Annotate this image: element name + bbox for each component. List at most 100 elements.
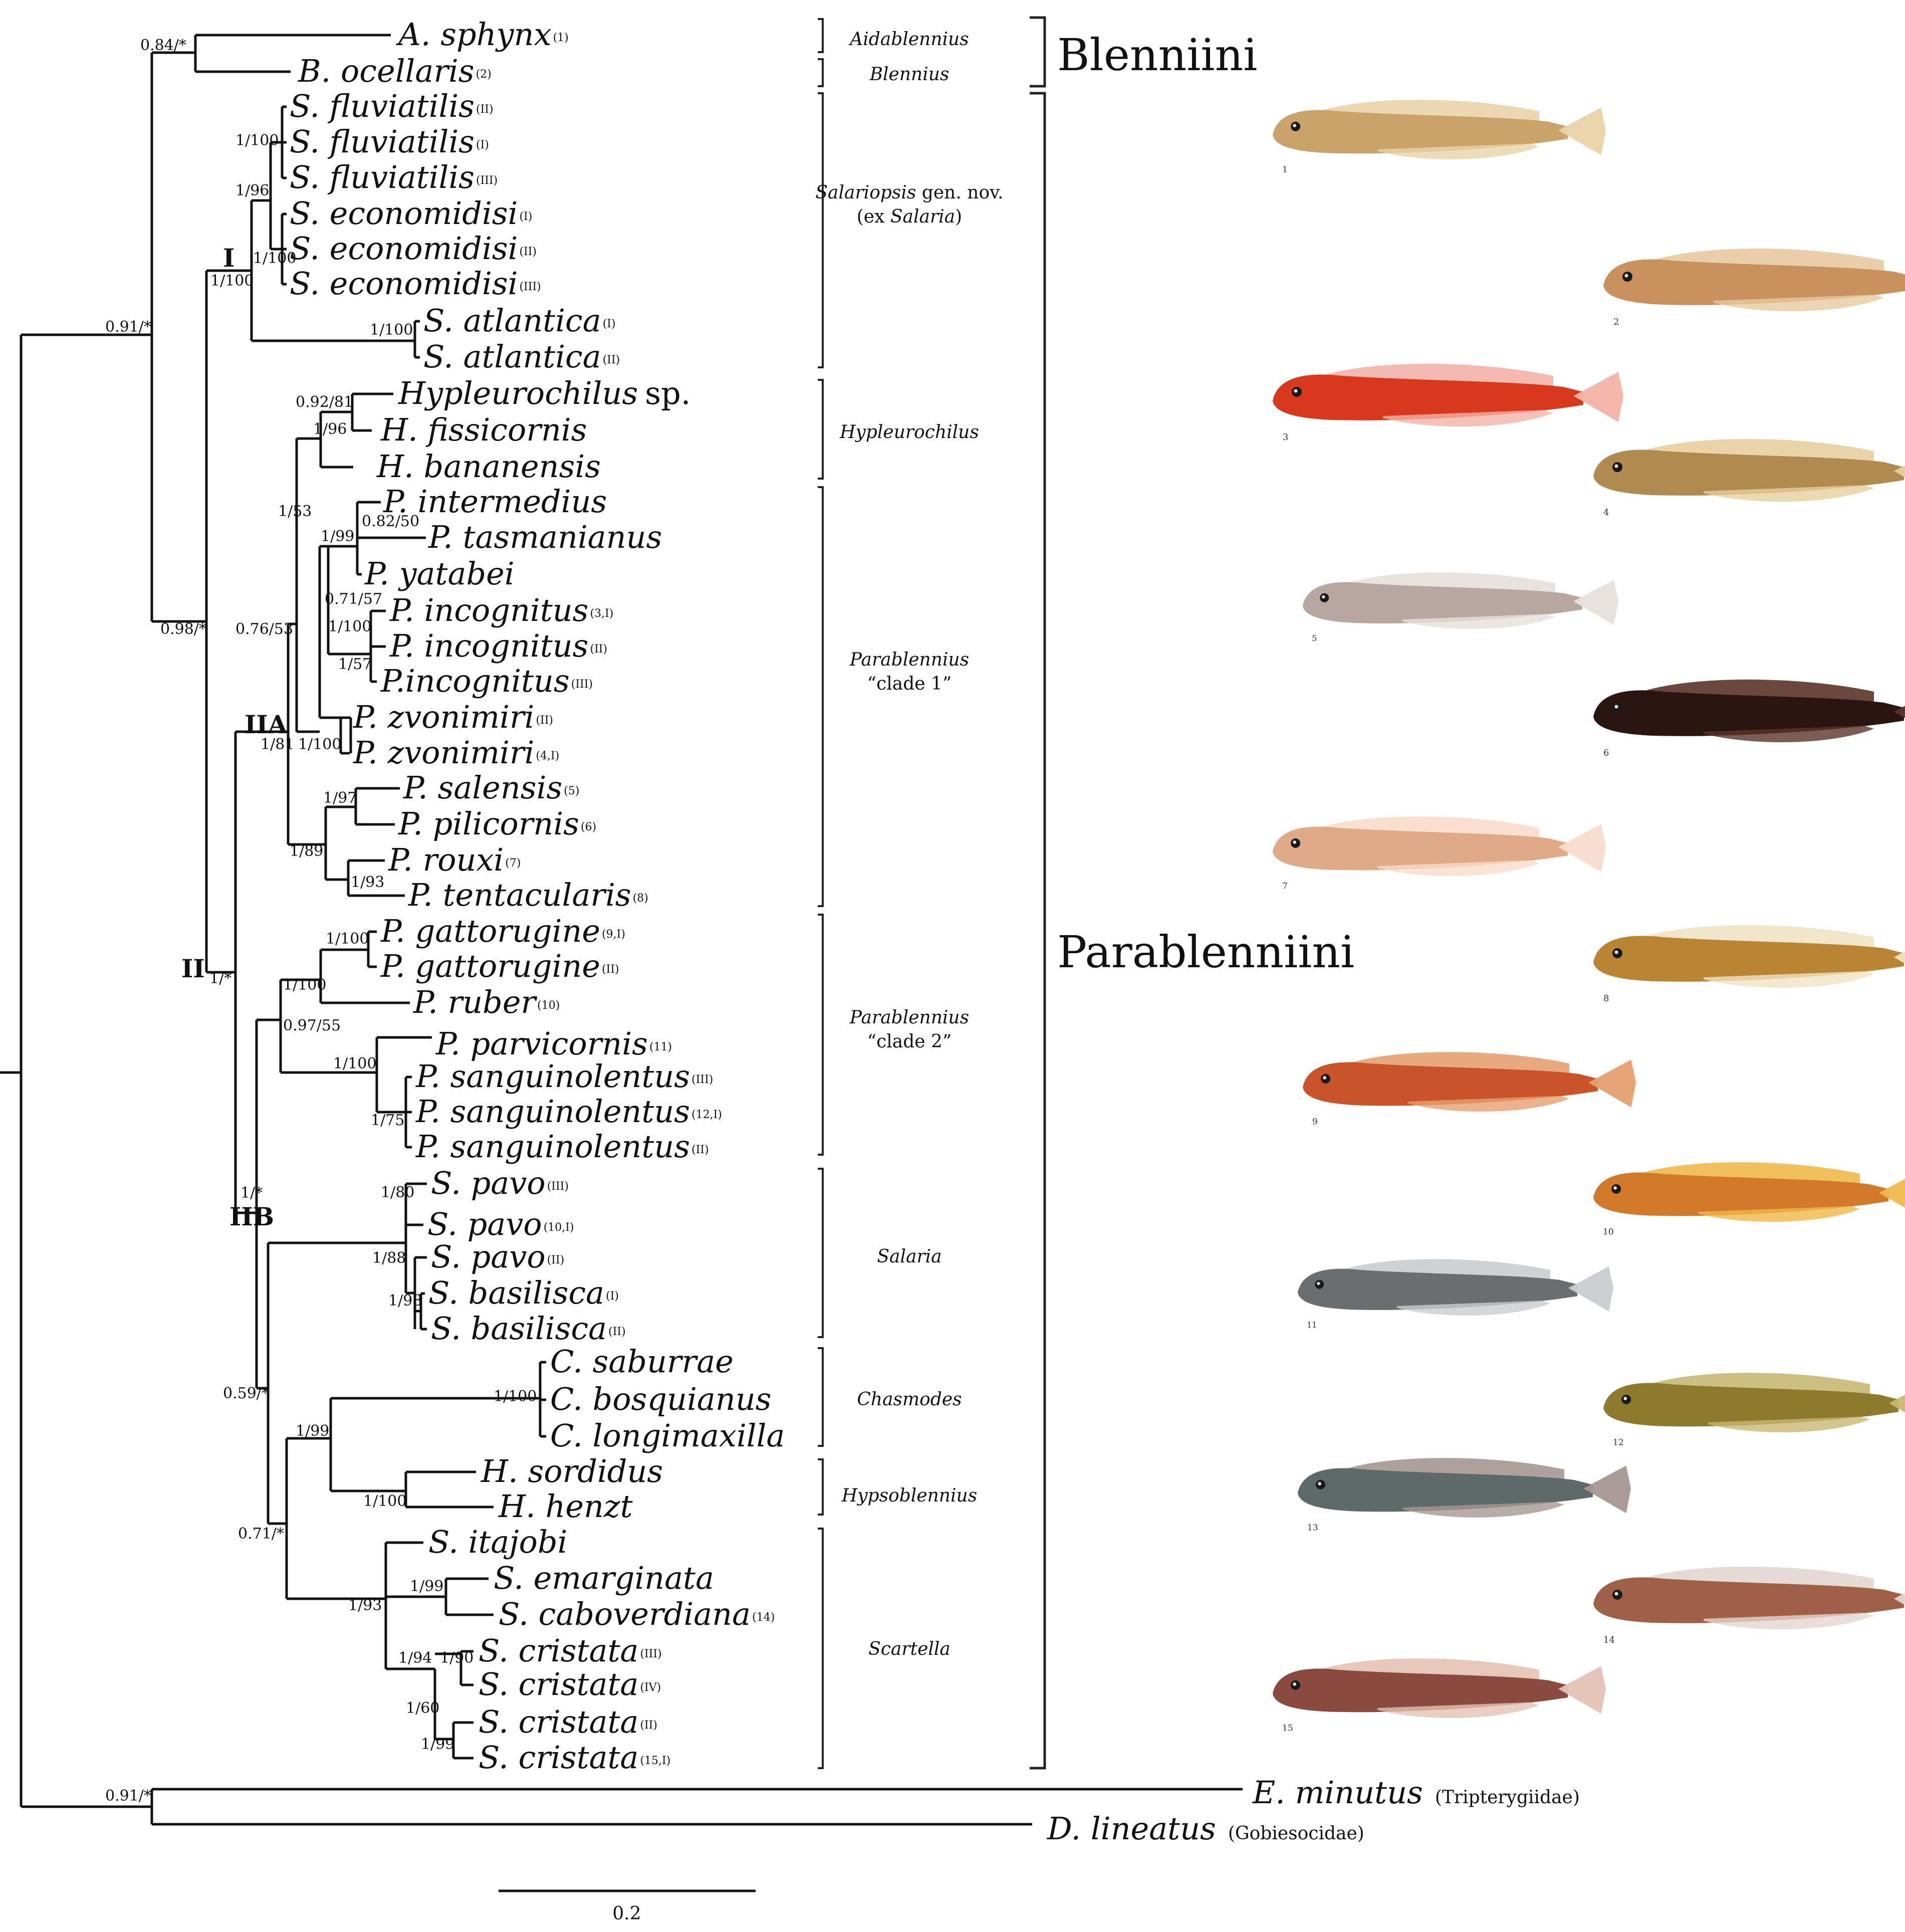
tip-label: H. bananensis [376,448,601,485]
taxon-name: S. itajobi [428,1524,567,1560]
support-value: 1/99 [321,528,354,545]
tip-label: C. saburrae [550,1343,734,1380]
taxon-name: P. incognitus [389,592,589,628]
photo-number: 1 [1282,165,1288,175]
scale-bar: 0.2 [499,1889,756,1924]
photo-number: 14 [1603,1635,1615,1645]
photo-number: 6 [1603,748,1609,758]
taxon-name: P. rouxi [388,841,504,878]
genus-label: Salariopsis gen. nov. [815,182,1003,203]
support-value: 1/80 [381,1184,414,1201]
fish-photo: 8 [1593,925,1905,1004]
photo-number: 4 [1603,507,1609,518]
specimen-ref: (II) [547,1254,565,1266]
fish-photo: 15 [1273,1658,1606,1734]
taxon-name: D. lineatus [1047,1810,1216,1847]
specimen-ref: (III) [571,678,593,691]
specimen-ref: (III) [640,1648,661,1660]
tip-label: S. cristata (IV) [479,1666,661,1702]
support-value: 1/* [209,970,231,987]
support-value: 0.91/* [105,1787,151,1805]
taxon-name: P. salensis [403,769,562,806]
taxon-name: C. longimaxilla [550,1417,785,1454]
tip-label: S. economidisi (II) [290,230,537,267]
photo-number: 13 [1307,1523,1318,1533]
genus-label: Scartella [868,1639,950,1659]
specimen-ref: (I) [519,210,532,223]
specimen-ref: (II) [602,963,619,976]
support-value: 1/* [241,1184,263,1202]
family-name: (Tripterygiidae) [1435,1787,1580,1808]
tip-label: P. pilicornis (6) [398,805,596,842]
specimen-ref: (9,I) [602,928,625,941]
genus-label: Chasmodes [857,1389,962,1410]
support-value: 1/100 [253,250,296,267]
support-value: 0.82/50 [362,513,419,530]
tip-label: P. rouxi (7) [388,841,521,878]
fish-photo: 14 [1593,1566,1905,1645]
taxon-name: Hypleurochilus [398,375,638,411]
tip-labels: A. sphynx (1)B. ocellaris (2)S. fluviatili… [290,16,1580,1847]
taxon-name: P. zvonimiri [353,699,534,735]
taxon-name: P. gattorugine [380,948,600,984]
support-value: 1/57 [338,656,372,673]
photo-number: 7 [1282,882,1288,892]
specimen-ref: (7) [505,857,521,870]
specimen-ref: (8) [633,892,648,905]
tip-label: C. bosquianus [550,1381,772,1417]
taxon-name: B. ocellaris [298,53,474,89]
tip-label: B. ocellaris (2) [298,53,492,89]
clade-label: I [223,243,234,273]
tip-label: P. gattorugine (II) [380,948,619,984]
clade-labels: I IIA II IIB [181,243,288,1231]
support-value: 1/100 [363,1492,406,1510]
specimen-ref: (10) [537,999,560,1012]
specimen-ref: (III) [476,174,498,187]
taxon-suffix: sp. [645,375,690,411]
tip-label: P. incognitus (3,I) [389,592,613,628]
clade-label: IIA [245,710,288,739]
taxon-name: S. cristata [479,1739,638,1776]
tip-label: P.incognitus (III) [380,663,593,699]
support-values: 0.84/* 1/100 1/96 1/100 1/100 0.91/* 1/100 0.92… [105,37,537,1805]
specimen-ref: (II) [590,643,608,656]
tribe-label: Blenniini [1057,29,1257,81]
fish-photo: 9 [1303,1052,1636,1127]
genus-label: Parablennius [849,650,969,670]
support-value: 1/96 [313,420,347,438]
fish-photo: 7 [1273,816,1606,892]
support-value: 1/89 [290,842,323,860]
tip-label: P. incognitus (II) [389,627,607,664]
genus-brackets [818,16,1046,1770]
genus-label: Aidablennius [848,29,969,50]
taxon-name: S. atlantica [423,302,601,339]
specimen-ref: (IV) [640,1681,661,1694]
fish-photo: 2 [1603,248,1905,327]
taxon-name: S. caboverdiana [499,1596,751,1632]
tribe-labels: Blenniini Parablenniini [1057,29,1354,978]
genus-label: Hypsoblennius [841,1485,977,1506]
specimen-ref: (1) [553,32,569,44]
taxon-name: S. fluviatilis [290,159,474,195]
support-value: 1/97 [323,789,357,807]
photo-number: 8 [1603,993,1609,1004]
specimen-ref: (11) [649,1041,672,1053]
taxon-name: S. cristata [479,1666,638,1702]
tip-label: P. sanguinolentus (II) [415,1128,709,1165]
tip-label: P. tentacularis (8) [408,877,648,913]
support-value: 0.71/57 [325,590,382,608]
taxon-name: H. sordidus [481,1453,663,1489]
tip-label: S. basilisca (II) [431,1310,626,1347]
taxon-name: P.incognitus [380,663,570,699]
tip-label: S. emarginata [494,1560,714,1596]
support-value: 0.84/* [140,37,186,54]
clade-label: II [181,954,205,983]
taxon-name: C. saburrae [550,1343,734,1380]
photo-number: 12 [1613,1438,1624,1448]
specimen-ref: (II) [536,714,553,727]
support-value: 1/60 [406,1699,439,1717]
support-value: 1/75 [371,1112,404,1129]
tip-label: P. sanguinolentus (III) [415,1058,713,1095]
genus-label: Blennius [869,64,949,85]
